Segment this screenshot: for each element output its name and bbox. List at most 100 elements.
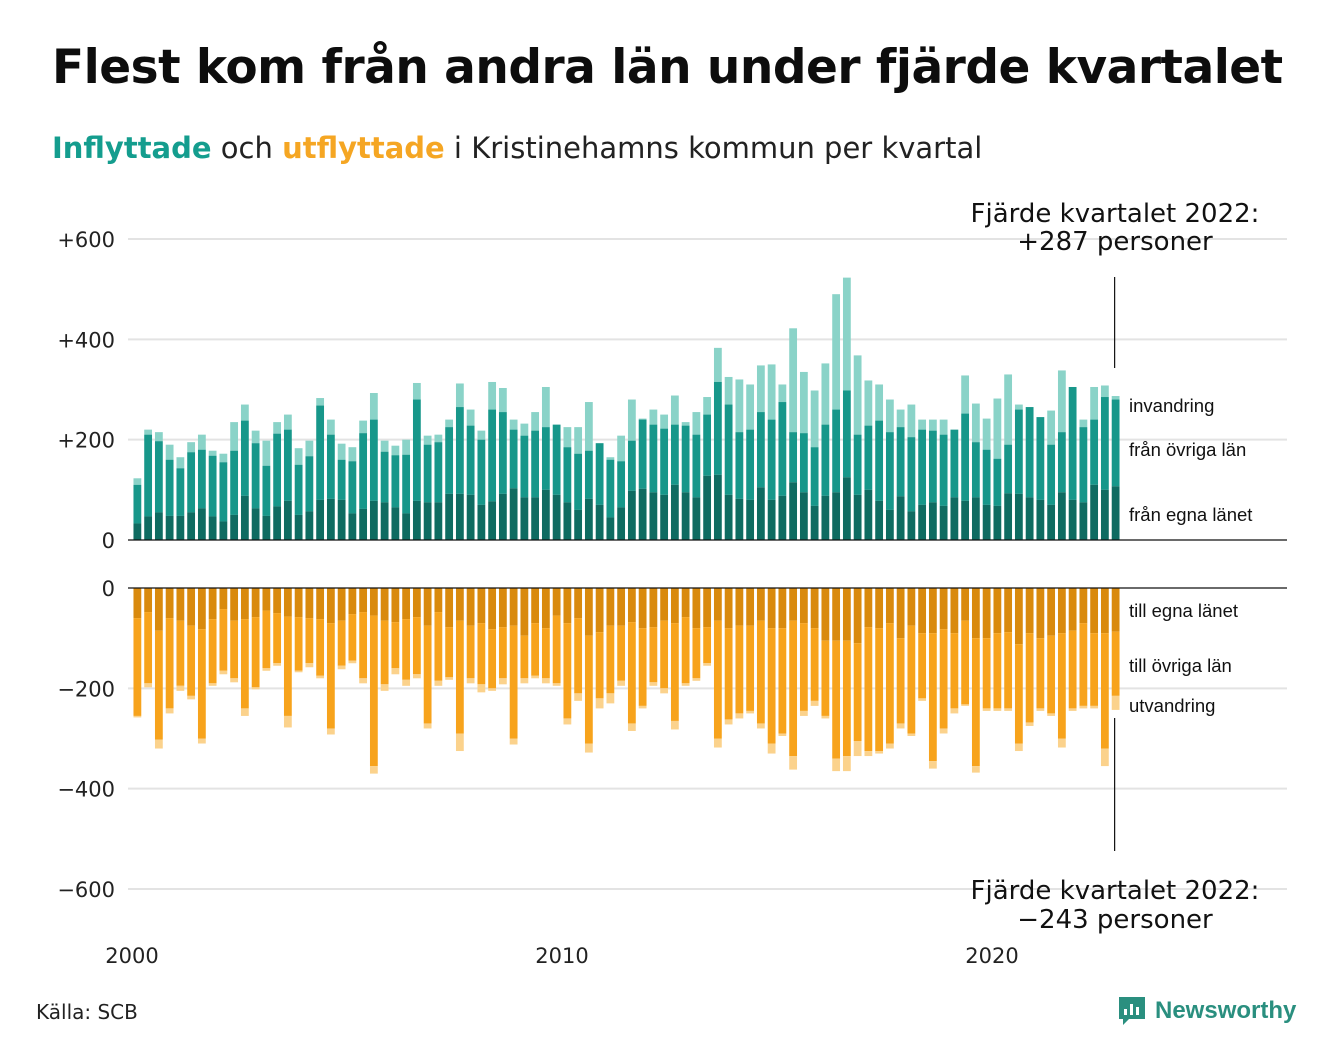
bar-till-ovriga-lan	[681, 617, 690, 684]
bar-till-ovriga-lan	[455, 620, 464, 734]
bar-fran-egna-lanet	[1014, 493, 1023, 540]
bar-fran-ovriga-lan	[746, 429, 755, 500]
bar-fran-ovriga-lan	[520, 435, 529, 498]
bar-till-ovriga-lan	[531, 623, 540, 676]
bar-utvandring	[1047, 713, 1056, 716]
legend-label-outflow: till övriga län	[1129, 655, 1232, 676]
bar-invandring	[294, 448, 303, 465]
bar-utvandring	[326, 728, 335, 735]
bar-fran-egna-lanet	[498, 493, 507, 540]
bar-utvandring	[348, 660, 357, 664]
x-tick-label: 2010	[535, 944, 588, 968]
bar-till-egna-lanet	[660, 588, 669, 621]
bar-till-egna-lanet	[649, 588, 658, 628]
bar-fran-ovriga-lan	[853, 434, 862, 495]
bar-fran-egna-lanet	[993, 505, 1002, 540]
bar-invandring	[165, 444, 174, 460]
bar-fran-ovriga-lan	[789, 432, 798, 483]
source-note: Källa: SCB	[36, 1000, 138, 1024]
bar-invandring	[541, 386, 550, 428]
bar-invandring	[875, 384, 884, 421]
bar-utvandring	[875, 751, 884, 754]
bar-till-egna-lanet	[1004, 588, 1013, 633]
brand-logo[interactable]: Newsworthy	[1117, 995, 1296, 1027]
subtitle-rest: i Kristinehamns kommun per kvartal	[444, 131, 983, 165]
bar-fran-egna-lanet	[896, 496, 905, 540]
bar-fran-ovriga-lan	[133, 484, 142, 524]
bar-fran-egna-lanet	[445, 493, 454, 540]
y-tick-label: 0	[102, 577, 115, 601]
bar-fran-ovriga-lan	[316, 405, 325, 500]
bar-fran-egna-lanet	[1057, 492, 1066, 540]
bar-utvandring	[423, 723, 432, 729]
bar-till-egna-lanet	[305, 588, 314, 619]
bar-till-egna-lanet	[821, 588, 830, 641]
bar-fran-egna-lanet	[1100, 489, 1109, 540]
bar-till-ovriga-lan	[283, 616, 292, 716]
bar-utvandring	[488, 688, 497, 691]
bar-fran-ovriga-lan	[1057, 432, 1066, 493]
bar-till-ovriga-lan	[606, 625, 615, 694]
bar-utvandring	[541, 678, 550, 684]
bar-invandring	[434, 434, 443, 443]
bar-invandring	[982, 418, 991, 450]
bar-fran-egna-lanet	[606, 517, 615, 540]
bar-fran-ovriga-lan	[821, 424, 830, 496]
bar-utvandring	[971, 766, 980, 773]
bar-utvandring	[681, 683, 690, 686]
bar-fran-ovriga-lan	[563, 447, 572, 503]
bar-utvandring	[789, 756, 798, 770]
bar-till-ovriga-lan	[595, 632, 604, 699]
bar-fran-ovriga-lan	[208, 455, 217, 517]
bar-till-egna-lanet	[133, 588, 142, 619]
bar-fran-ovriga-lan	[918, 429, 927, 505]
bar-till-egna-lanet	[928, 588, 937, 634]
bar-fran-egna-lanet	[1111, 486, 1120, 540]
bar-till-egna-lanet	[294, 588, 303, 618]
bar-fran-ovriga-lan	[230, 450, 239, 515]
bar-utvandring	[240, 708, 249, 716]
bar-till-ovriga-lan	[466, 625, 475, 679]
bar-utvandring	[154, 739, 163, 749]
bar-till-egna-lanet	[434, 588, 443, 613]
bar-utvandring	[144, 683, 153, 688]
bar-till-egna-lanet	[262, 588, 271, 611]
bar-fran-ovriga-lan	[154, 441, 163, 513]
bar-utvandring	[821, 715, 830, 719]
bar-till-egna-lanet	[326, 588, 335, 624]
bar-fran-ovriga-lan	[283, 429, 292, 501]
bar-till-egna-lanet	[423, 588, 432, 626]
bar-fran-ovriga-lan	[778, 402, 787, 496]
bar-fran-ovriga-lan	[1068, 386, 1077, 500]
subtitle: Inflyttade och utflyttade i Kristinehamn…	[52, 131, 982, 165]
bar-fran-ovriga-lan	[724, 404, 733, 495]
bar-utvandring	[531, 675, 540, 679]
bar-till-ovriga-lan	[187, 625, 196, 696]
bar-invandring	[455, 383, 464, 408]
bar-fran-ovriga-lan	[875, 420, 884, 501]
bar-invandring	[477, 430, 486, 440]
bar-fran-ovriga-lan	[541, 427, 550, 490]
bar-fran-ovriga-lan	[1111, 399, 1120, 487]
annotation-top-line1: Fjärde kvartalet 2022:	[971, 199, 1260, 229]
bar-fran-egna-lanet	[294, 514, 303, 540]
bar-till-egna-lanet	[208, 588, 217, 620]
bar-utvandring	[918, 698, 927, 701]
bar-utvandring	[853, 741, 862, 757]
bar-invandring	[402, 439, 411, 455]
bar-till-egna-lanet	[713, 588, 722, 621]
bar-invandring	[756, 365, 765, 413]
bar-fran-ovriga-lan	[176, 468, 185, 516]
bar-utvandring	[133, 715, 142, 718]
bar-till-ovriga-lan	[950, 633, 959, 709]
bar-invandring	[767, 364, 776, 420]
bar-fran-ovriga-lan	[197, 449, 206, 509]
bar-till-ovriga-lan	[961, 620, 970, 705]
bar-till-ovriga-lan	[359, 612, 368, 679]
bar-till-egna-lanet	[595, 588, 604, 633]
bar-fran-egna-lanet	[283, 500, 292, 540]
bar-utvandring	[713, 738, 722, 748]
bar-utvandring	[1100, 748, 1109, 767]
bar-fran-egna-lanet	[584, 498, 593, 540]
bar-till-ovriga-lan	[369, 615, 378, 767]
